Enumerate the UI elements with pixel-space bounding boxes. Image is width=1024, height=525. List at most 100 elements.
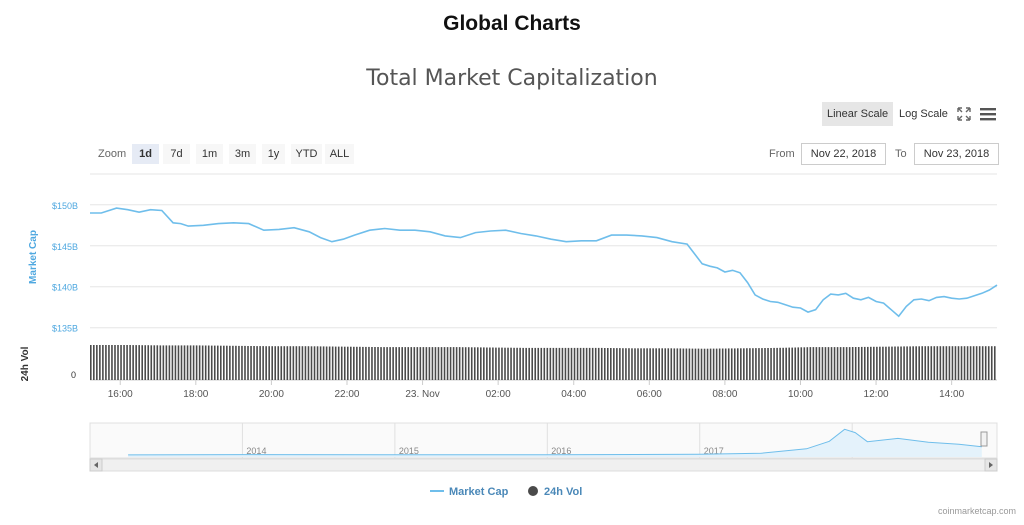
hamburger-menu-icon[interactable]	[979, 107, 997, 121]
x-tick-label: 08:00	[712, 389, 737, 400]
zoom-1d-button[interactable]: 1d	[132, 144, 159, 164]
volume-bar	[356, 346, 358, 380]
volume-bar	[216, 345, 219, 380]
volume-bar	[192, 345, 195, 380]
volume-bar	[740, 348, 742, 380]
volume-bar	[761, 348, 763, 380]
zoom-1m-button[interactable]: 1m	[196, 144, 223, 164]
volume-bar	[721, 348, 724, 380]
volume-bar	[93, 345, 95, 380]
zoom-3m-button[interactable]: 3m	[229, 144, 256, 164]
volume-bar	[561, 347, 564, 380]
volume-bar	[132, 345, 134, 380]
volume-bar	[359, 346, 361, 380]
volume-bar	[685, 348, 688, 380]
volume-bar	[486, 347, 488, 380]
volume-bar	[570, 347, 573, 380]
volume-bar	[730, 348, 733, 380]
volume-bar	[594, 347, 597, 380]
volume-bar	[703, 348, 706, 380]
volume-bar	[153, 345, 156, 380]
volume-bar	[646, 348, 648, 380]
volume-bar	[951, 346, 954, 380]
volume-bar	[966, 346, 969, 380]
volume-bar	[900, 346, 902, 380]
volume-bar	[715, 348, 718, 380]
credit-text: coinmarketcap.com	[937, 506, 1016, 516]
volume-bar	[782, 347, 784, 380]
zoom-all-button[interactable]: ALL	[325, 144, 354, 164]
volume-bar	[492, 347, 494, 380]
y-tick-label: $135B	[52, 324, 78, 334]
volume-bar	[631, 348, 633, 380]
volume-bar	[210, 345, 213, 380]
volume-bar	[458, 347, 461, 380]
volume-bar	[525, 347, 527, 380]
volume-bar	[691, 348, 694, 380]
volume-bar	[818, 347, 821, 380]
volume-bar	[673, 348, 676, 380]
volume-bar	[422, 347, 425, 380]
volume-bar	[664, 348, 667, 380]
volume-bar	[694, 348, 697, 380]
volume-bar	[464, 347, 467, 380]
volume-bar	[195, 345, 198, 380]
zoom-1y-button[interactable]: 1y	[262, 144, 285, 164]
legend-volume-label: 24h Vol	[544, 486, 582, 498]
volume-bar	[316, 346, 319, 380]
volume-bar	[736, 348, 739, 380]
volume-bar	[274, 346, 277, 380]
x-tick-label: 20:00	[259, 389, 284, 400]
volume-bar	[144, 345, 147, 380]
zoom-ytd-button[interactable]: YTD	[291, 144, 322, 164]
navigator-handle	[980, 431, 988, 447]
volume-bar	[443, 347, 446, 380]
volume-bar	[407, 347, 410, 380]
volume-bar	[803, 347, 806, 380]
volume-bar	[706, 348, 709, 380]
volume-bar	[168, 345, 171, 380]
volume-bar	[809, 347, 812, 380]
zoom-7d-button[interactable]: 7d	[163, 144, 190, 164]
volume-bar	[652, 348, 654, 380]
volume-bar	[99, 345, 101, 380]
volume-bar	[392, 347, 394, 380]
volume-bar	[870, 346, 872, 380]
volume-bar	[897, 346, 899, 380]
volume-bar	[773, 347, 775, 380]
volume-bar	[337, 346, 340, 380]
volume-bar	[990, 346, 993, 380]
volume-bar	[186, 345, 189, 380]
volume-bar	[105, 345, 107, 380]
volume-bar	[331, 346, 334, 380]
volume-bar	[198, 345, 201, 380]
scroll-right-icon	[989, 462, 993, 468]
volume-bar	[555, 347, 558, 380]
volume-bar	[289, 346, 292, 380]
linear-scale-button[interactable]: Linear Scale	[822, 102, 894, 126]
volume-bar	[767, 348, 769, 380]
volume-bar	[785, 347, 787, 380]
volume-bar	[147, 345, 150, 380]
volume-bar	[350, 346, 352, 380]
volume-bar	[755, 348, 757, 380]
volume-bar	[395, 347, 397, 380]
to-date-input[interactable]: Nov 23, 2018	[914, 143, 999, 165]
volume-bar	[603, 348, 606, 380]
volume-bar	[446, 347, 449, 380]
volume-bar	[416, 347, 419, 380]
log-scale-button[interactable]: Log Scale	[899, 108, 948, 120]
volume-bar	[779, 347, 781, 380]
from-date-input[interactable]: Nov 22, 2018	[801, 143, 886, 165]
volume-bar	[658, 348, 660, 380]
volume-bar	[879, 346, 881, 380]
expand-icon[interactable]	[956, 106, 972, 122]
volume-bar	[625, 348, 627, 380]
volume-bar	[993, 346, 996, 380]
volume-bar	[894, 346, 896, 380]
volume-bar	[183, 345, 186, 380]
volume-bar	[129, 345, 131, 380]
volume-bar	[467, 347, 470, 380]
volume-bar	[319, 346, 322, 380]
volume-bar	[528, 347, 530, 380]
